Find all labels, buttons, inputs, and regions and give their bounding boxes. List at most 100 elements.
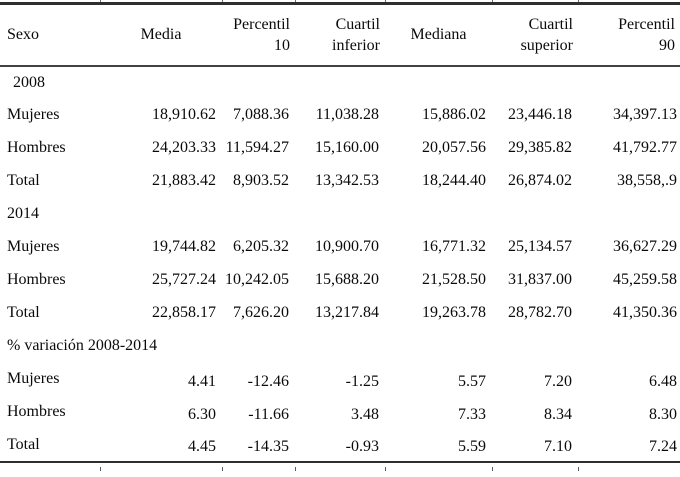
row-label: Mujeres	[7, 106, 60, 123]
col-header-percentil-90: Percentil 90	[578, 3, 680, 67]
column-boundary-tick	[295, 0, 296, 3]
table-row: Total 22,858.17 7,626.20 13,217.84 19,26…	[0, 297, 680, 330]
value-cell: 4.45	[188, 438, 216, 455]
table-row: Total 4.45 -14.35 -0.93 5.59 7.10 7.24	[0, 429, 680, 462]
value-cell: 18,244.40	[422, 172, 486, 189]
row-label: Hombres	[7, 271, 66, 288]
table-row: Total 21,883.42 8,903.52 13,342.53 18,24…	[0, 165, 680, 198]
value-cell: 25,727.24	[152, 271, 216, 288]
value-cell: 7,088.36	[233, 106, 289, 123]
value-cell: 8.34	[544, 405, 572, 423]
value-cell: 41,792.77	[613, 139, 677, 156]
value-cell: 13,217.84	[315, 304, 379, 321]
section-row-2008: 2008	[0, 66, 680, 99]
column-boundary-tick	[100, 0, 101, 3]
value-cell: 36,627.29	[613, 238, 677, 255]
value-cell: 20,057.56	[422, 139, 486, 156]
value-cell: 13,342.53	[315, 172, 379, 189]
value-cell: 15,886.02	[422, 106, 486, 123]
value-cell: 6.48	[649, 372, 677, 390]
value-cell: 41,350.36	[613, 304, 677, 321]
value-cell: 25,134.57	[508, 238, 572, 255]
value-cell: 8,903.52	[233, 172, 289, 189]
value-cell: 10,900.70	[315, 238, 379, 255]
column-boundary-tick	[385, 467, 386, 471]
col-header-sexo: Sexo	[0, 3, 100, 67]
value-cell: 19,744.82	[152, 238, 216, 255]
value-cell: 31,837.00	[508, 271, 572, 288]
value-cell: 21,883.42	[152, 172, 216, 189]
column-boundary-tick	[222, 467, 223, 471]
row-label: Total	[7, 304, 40, 321]
value-cell: 7.33	[458, 405, 486, 423]
value-cell: -0.93	[345, 438, 379, 455]
column-boundary-tick	[295, 467, 296, 471]
value-cell: 7.20	[544, 372, 572, 390]
value-cell: 8.30	[649, 405, 677, 423]
value-cell: 15,688.20	[315, 271, 379, 288]
table-row: Hombres 24,203.33 11,594.27 15,160.00 20…	[0, 132, 680, 165]
table-row: Mujeres 19,744.82 6,205.32 10,900.70 16,…	[0, 231, 680, 264]
value-cell: 11,594.27	[225, 139, 289, 156]
value-cell: 6,205.32	[233, 238, 289, 255]
header-row: Sexo Media Percentil 10 Cuartil inferior…	[0, 3, 680, 67]
value-cell: -14.35	[247, 438, 289, 455]
column-boundary-tick	[385, 0, 386, 3]
column-boundary-tick	[578, 467, 579, 471]
value-cell: 5.57	[458, 372, 486, 390]
value-cell: -12.46	[247, 372, 289, 390]
column-boundary-tick	[100, 467, 101, 471]
value-cell: -1.25	[345, 372, 379, 390]
value-cell: 21,528.50	[422, 271, 486, 288]
column-boundary-tick	[492, 467, 493, 471]
section-title: 2014	[7, 205, 39, 222]
value-cell: -11.66	[248, 405, 289, 423]
section-row-variacion: % variación 2008-2014	[0, 330, 680, 363]
table-row: Hombres 25,727.24 10,242.05 15,688.20 21…	[0, 264, 680, 297]
section-row-2014: 2014	[0, 198, 680, 231]
column-boundary-tick	[492, 0, 493, 3]
row-label: Hombres	[7, 139, 66, 156]
column-boundary-tick	[222, 0, 223, 3]
col-header-cuartil-inferior: Cuartil inferior	[295, 3, 385, 67]
row-label: Mujeres	[7, 238, 60, 255]
value-cell: 22,858.17	[152, 304, 216, 321]
value-cell: 26,874.02	[508, 172, 572, 189]
row-label: Total	[7, 172, 40, 189]
value-cell: 45,259.58	[613, 271, 677, 288]
table-header: Sexo Media Percentil 10 Cuartil inferior…	[0, 3, 680, 67]
value-cell: 15,160.00	[315, 139, 379, 156]
row-label: Total	[7, 435, 40, 453]
value-cell: 38,558,.9	[617, 172, 677, 189]
row-label: Hombres	[7, 403, 66, 420]
value-cell: 7,626.20	[233, 304, 289, 321]
value-cell: 16,771.32	[422, 238, 486, 255]
row-label: Mujeres	[7, 370, 60, 387]
value-cell: 11,038.28	[315, 106, 379, 123]
value-cell: 5.59	[458, 438, 486, 455]
value-cell: 10,242.05	[225, 271, 289, 288]
value-cell: 4.41	[188, 372, 216, 390]
col-header-mediana: Mediana	[385, 3, 492, 67]
section-title: % variación 2008-2014	[7, 337, 158, 354]
table-body: 2008 Mujeres 18,910.62 7,088.36 11,038.2…	[0, 66, 680, 462]
value-cell: 28,782.70	[508, 304, 572, 321]
table-row: Mujeres 18,910.62 7,088.36 11,038.28 15,…	[0, 99, 680, 132]
value-cell: 7.24	[649, 438, 677, 455]
value-cell: 24,203.33	[152, 139, 216, 156]
value-cell: 29,385.82	[508, 139, 572, 156]
col-header-percentil-10: Percentil 10	[222, 3, 295, 67]
value-cell: 18,910.62	[152, 106, 216, 123]
column-boundary-tick	[578, 0, 579, 3]
value-cell: 3.48	[351, 405, 379, 423]
table-row: Hombres 6.30 -11.66 3.48 7.33 8.34 8.30	[0, 396, 680, 429]
value-cell: 7.10	[544, 438, 572, 455]
value-cell: 6.30	[188, 405, 216, 423]
statistics-table: Sexo Media Percentil 10 Cuartil inferior…	[0, 2, 680, 463]
col-header-cuartil-superior: Cuartil superior	[492, 3, 578, 67]
table-row: Mujeres 4.41 -12.46 -1.25 5.57 7.20 6.48	[0, 363, 680, 396]
col-header-media: Media	[100, 3, 222, 67]
section-title: 2008	[13, 73, 45, 91]
value-cell: 19,263.78	[422, 304, 486, 321]
